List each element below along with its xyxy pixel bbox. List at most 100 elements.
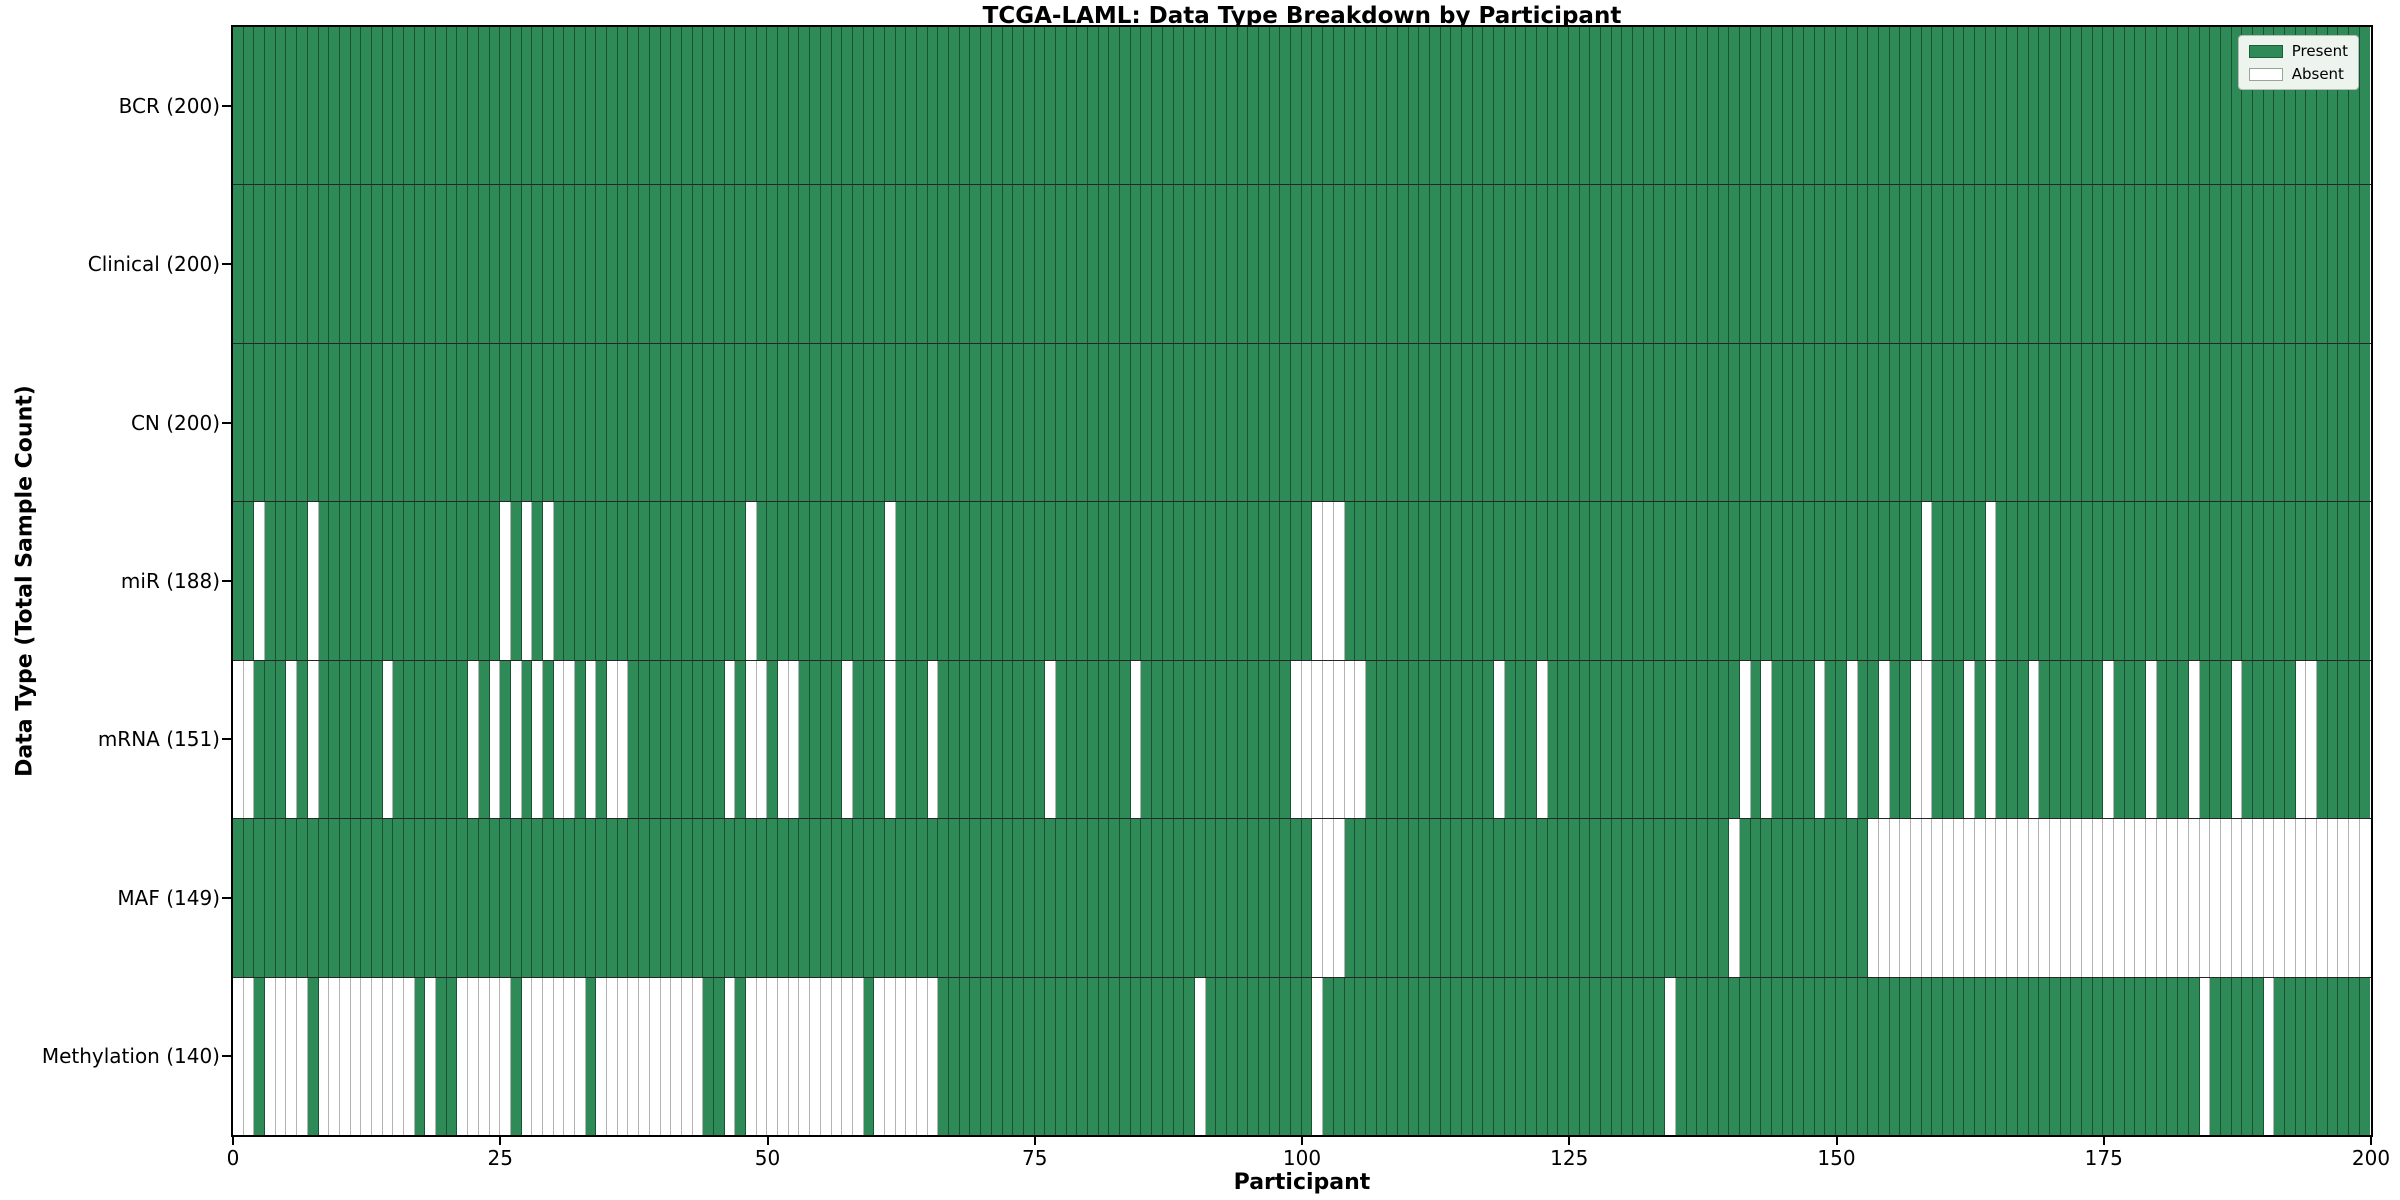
cell-present: [1440, 27, 1452, 185]
cell-present: [1066, 185, 1078, 343]
cell-present: [1130, 343, 1142, 502]
cell-present: [1045, 185, 1056, 343]
cell-present: [2242, 343, 2253, 502]
cell-present: [874, 27, 885, 185]
cell-present: [1248, 343, 1259, 502]
cell-present: [607, 502, 618, 660]
ytick-mark: [222, 580, 231, 582]
cell-present: [404, 27, 415, 185]
cell-present: [852, 27, 864, 185]
cell-present: [254, 819, 266, 977]
cell-present: [778, 502, 789, 660]
cell-present: [1590, 27, 1601, 185]
cell-present: [1601, 660, 1612, 819]
cell-present: [1515, 819, 1527, 977]
cell-present: [927, 27, 939, 185]
cell-present: [1066, 660, 1078, 819]
cell-present: [660, 502, 672, 660]
cell-present: [2135, 502, 2147, 660]
cell-present: [1397, 502, 1409, 660]
cell-absent: [2263, 977, 2275, 1135]
cell-present: [414, 819, 426, 977]
cell-absent: [1878, 819, 1890, 977]
cell-present: [1397, 185, 1409, 343]
cell-present: [959, 27, 971, 185]
cell-present: [1152, 27, 1163, 185]
cell-present: [1750, 660, 1762, 819]
cell-present: [1953, 660, 1965, 819]
cell-present: [788, 502, 800, 660]
cell-present: [1772, 185, 1783, 343]
cell-absent: [510, 660, 522, 819]
cell-present: [1226, 977, 1238, 1135]
cell-present: [1397, 660, 1409, 819]
cell-present: [1504, 502, 1516, 660]
cell-present: [895, 660, 907, 819]
cell-present: [2220, 27, 2232, 185]
cell-present: [842, 27, 853, 185]
cell-present: [510, 343, 522, 502]
cell-absent: [2285, 819, 2296, 977]
xtick-label-175: 175: [2084, 1146, 2123, 1170]
cell-present: [1633, 343, 1644, 502]
cell-present: [1141, 819, 1153, 977]
x-axis-label: Participant: [1233, 1170, 1371, 1195]
cell-present: [1280, 185, 1292, 343]
cell-present: [831, 819, 843, 977]
cell-present: [874, 185, 885, 343]
cell-present: [468, 502, 479, 660]
cell-present: [1633, 819, 1644, 977]
cell-present: [874, 343, 885, 502]
cell-present: [2295, 185, 2307, 343]
cell-present: [1045, 819, 1056, 977]
cell-present: [1825, 819, 1837, 977]
cell-present: [692, 502, 704, 660]
cell-present: [275, 27, 287, 185]
cell-present: [1280, 502, 1292, 660]
cell-present: [2017, 660, 2029, 819]
cell-present: [1814, 502, 1826, 660]
cell-absent: [724, 660, 736, 819]
cell-present: [553, 502, 565, 660]
cell-absent: [2242, 819, 2253, 977]
xtick-mark: [1835, 1136, 1838, 1145]
ytick-label-maf: MAF (149): [117, 885, 220, 910]
cell-present: [1162, 660, 1174, 819]
cell-present: [1718, 343, 1730, 502]
cell-present: [1365, 660, 1377, 819]
cell-present: [1900, 27, 1911, 185]
cell-present: [1643, 343, 1655, 502]
cell-present: [478, 27, 490, 185]
cell-present: [585, 27, 597, 185]
cell-present: [521, 27, 533, 185]
cell-present: [1002, 819, 1014, 977]
cell-present: [1472, 502, 1484, 660]
cell-present: [2242, 185, 2253, 343]
cell-present: [286, 343, 298, 502]
cell-present: [1109, 27, 1121, 185]
cell-present: [1739, 819, 1751, 977]
cell-present: [1793, 977, 1805, 1135]
cell-present: [1194, 185, 1206, 343]
cell-present: [2295, 343, 2307, 502]
cell-present: [286, 502, 298, 660]
cell-present: [1536, 977, 1548, 1135]
cell-present: [233, 343, 244, 502]
cell-present: [1782, 660, 1794, 819]
cell-present: [2220, 185, 2232, 343]
cell-absent: [1964, 660, 1976, 819]
cell-present: [1216, 819, 1227, 977]
cell-present: [2338, 977, 2350, 1135]
cell-present: [1173, 819, 1185, 977]
cell-absent: [233, 977, 244, 1135]
cell-present: [2167, 343, 2179, 502]
cell-absent: [1868, 819, 1879, 977]
cell-absent: [788, 977, 800, 1135]
cell-absent: [585, 660, 597, 819]
cell-present: [361, 502, 372, 660]
cell-present: [1013, 27, 1024, 185]
cell-absent: [2359, 819, 2370, 977]
legend-item-present: Present: [2248, 42, 2348, 60]
cell-present: [329, 27, 340, 185]
cell-present: [457, 660, 469, 819]
